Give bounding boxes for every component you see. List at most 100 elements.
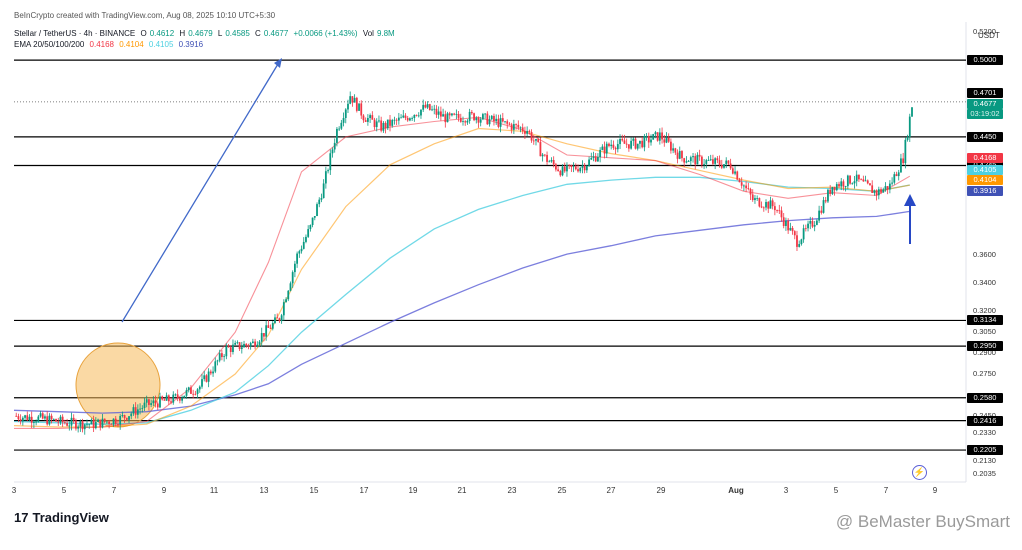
candle-body <box>289 283 292 291</box>
lightning-icon[interactable]: ⚡ <box>912 465 927 480</box>
level-price-tag: 0.2580 <box>967 392 1003 403</box>
candle-body <box>858 174 860 180</box>
y-axis-tick-label: 0.3050 <box>973 327 996 337</box>
candle-body <box>645 135 648 137</box>
candle-body <box>311 217 314 226</box>
candle-body <box>833 186 836 191</box>
candle-body <box>718 160 721 165</box>
candle-body <box>170 401 172 403</box>
candle-body <box>647 135 650 143</box>
candle-body <box>393 119 396 121</box>
candle-body <box>740 182 743 186</box>
currency-label: USDT <box>978 31 1000 40</box>
candle-body <box>278 318 281 322</box>
candle-body <box>661 132 663 140</box>
candle-body <box>510 124 513 130</box>
candle-body <box>209 371 212 374</box>
candle-body <box>331 149 334 154</box>
candle-body <box>537 139 540 143</box>
candle-body <box>475 117 478 121</box>
candle-body <box>386 119 389 129</box>
candle-body <box>758 198 761 207</box>
candle-body <box>358 103 360 111</box>
candle-body <box>592 156 595 158</box>
candle-body <box>466 120 469 123</box>
candle-body <box>785 220 787 226</box>
candle-body <box>282 302 285 316</box>
candle-body <box>50 415 53 420</box>
candle-body <box>570 165 573 168</box>
candle-body <box>835 184 838 191</box>
candle-body <box>663 139 666 143</box>
x-axis-tick-label: 9 <box>932 486 938 495</box>
rally-arrow-head <box>274 58 282 68</box>
candle-body <box>448 113 451 116</box>
candle-body <box>236 342 239 344</box>
candle-body <box>194 393 197 395</box>
candle-body <box>473 113 475 121</box>
candle-body <box>384 122 387 129</box>
candle-body <box>52 419 55 420</box>
candle-body <box>807 223 809 229</box>
candle-body <box>431 109 433 111</box>
candle-body <box>413 114 416 118</box>
candle-body <box>599 149 602 158</box>
candle-body <box>128 416 130 420</box>
candle-body <box>256 344 259 347</box>
candle-body <box>338 128 341 130</box>
candle-body <box>902 158 905 164</box>
candle-body <box>827 189 829 202</box>
candle-body <box>563 166 566 172</box>
candle-body <box>524 131 526 134</box>
candle-body <box>329 153 332 171</box>
candle-body <box>156 403 159 408</box>
candle-body <box>844 186 847 187</box>
candle-body <box>406 117 409 121</box>
candle-body <box>632 138 635 141</box>
candle-body <box>725 160 728 165</box>
candle-body <box>114 418 117 424</box>
level-price-tag: 0.3134 <box>967 315 1003 326</box>
candle-body <box>636 143 639 149</box>
candle-body <box>831 186 834 194</box>
tradingview-brand[interactable]: 17 TradingView <box>14 510 109 525</box>
candle-body <box>229 347 232 352</box>
candle-body <box>152 400 155 404</box>
candle-body <box>656 132 659 141</box>
candle-body <box>490 115 493 120</box>
candle-body <box>444 114 447 123</box>
candle-body <box>813 224 816 227</box>
candle-body <box>749 189 752 195</box>
ema20-value: 0.4168 <box>89 40 114 49</box>
last-price-tag: 0.4677 <box>967 99 1003 109</box>
candle-body <box>21 417 24 422</box>
candle-body <box>267 325 270 328</box>
candle-body <box>214 361 217 372</box>
candle-body <box>694 156 697 165</box>
candle-body <box>123 415 126 418</box>
candle-body <box>866 180 869 184</box>
candle-body <box>886 186 889 190</box>
candle-body <box>891 182 893 184</box>
y-axis-tick-label: 0.2330 <box>973 427 996 437</box>
candle-body <box>714 158 717 164</box>
candle-body <box>81 420 84 430</box>
candle-body <box>426 104 429 108</box>
candle-body <box>497 118 500 127</box>
candle-body <box>462 121 464 123</box>
candle-body <box>287 290 290 300</box>
candle-body <box>187 387 190 391</box>
open-value: 0.4612 <box>149 29 175 38</box>
candle-body <box>198 386 201 390</box>
candle-body <box>349 96 352 104</box>
candle-body <box>132 407 135 414</box>
ema200-value: 0.3916 <box>178 40 204 49</box>
level-price-tag: 0.2205 <box>967 445 1003 456</box>
candle-body <box>532 140 535 142</box>
candle-body <box>738 179 741 183</box>
candle-body <box>207 371 210 382</box>
candle-body <box>192 393 195 395</box>
candle-body <box>800 239 803 245</box>
candle-body <box>802 228 805 240</box>
